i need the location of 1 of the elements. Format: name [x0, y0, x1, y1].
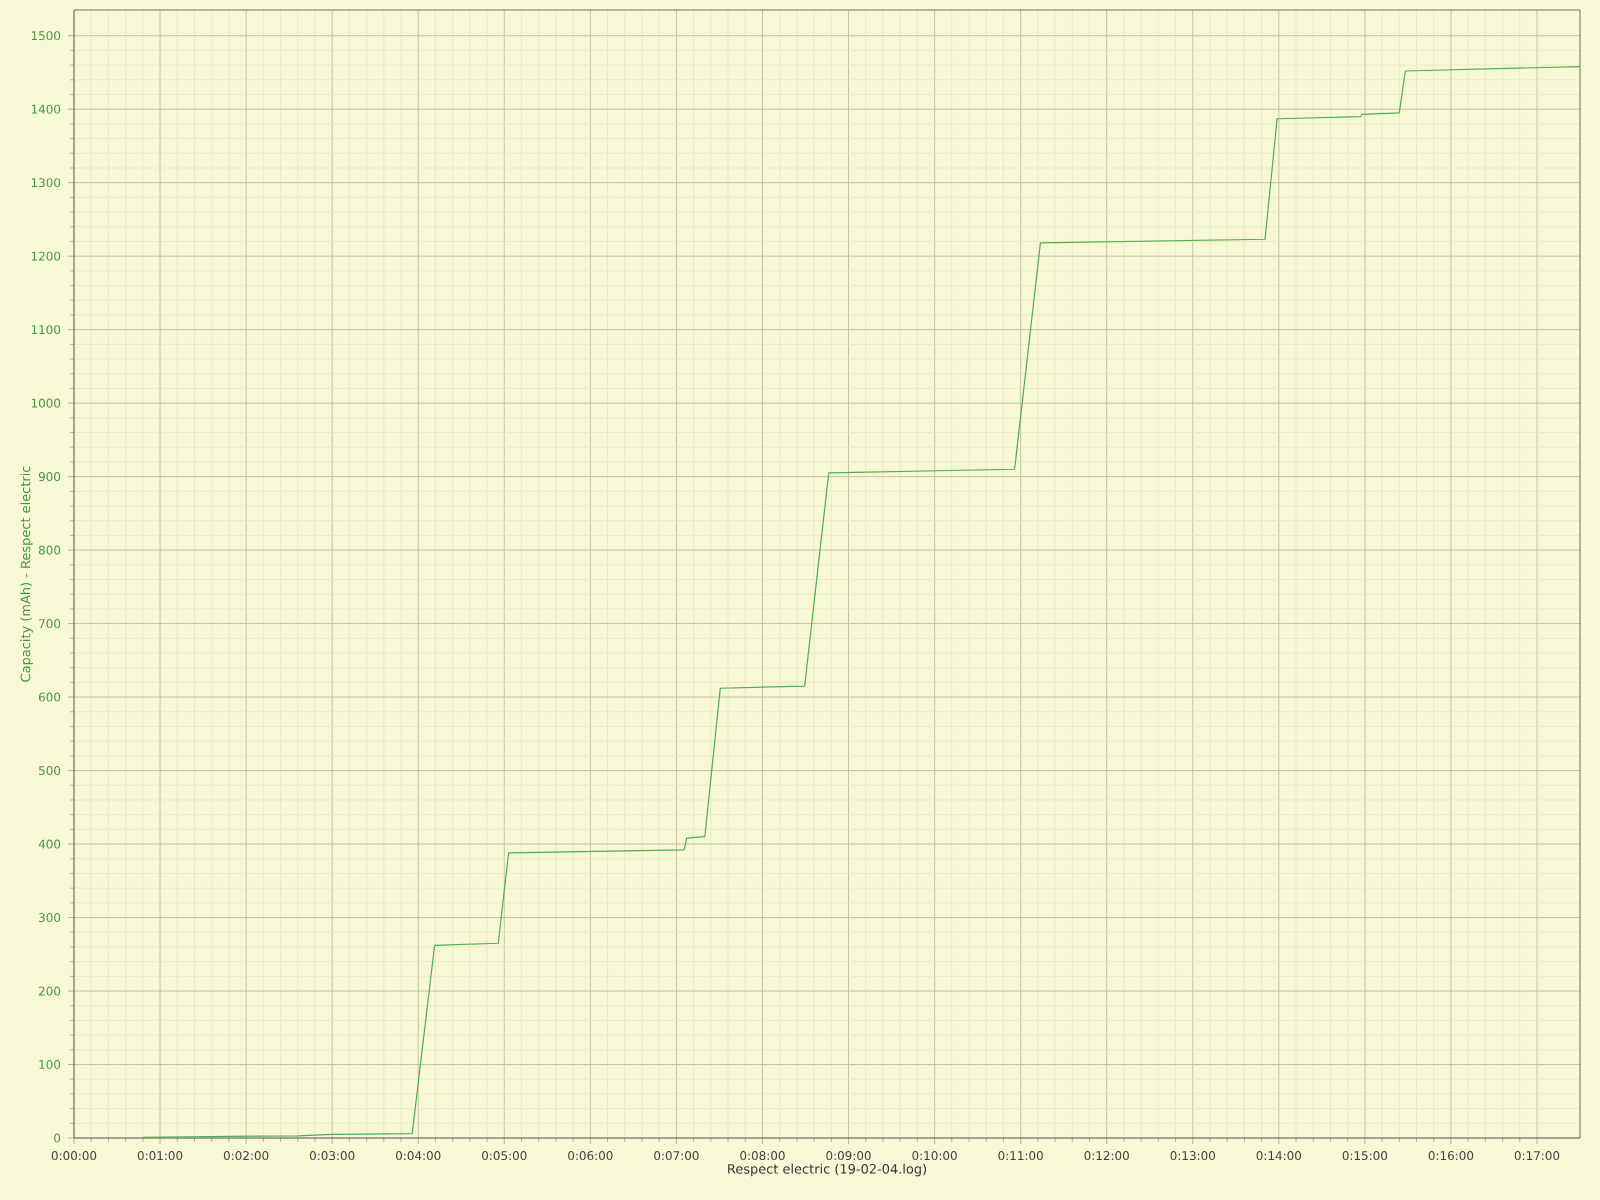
line-series — [142, 65, 1581, 1138]
